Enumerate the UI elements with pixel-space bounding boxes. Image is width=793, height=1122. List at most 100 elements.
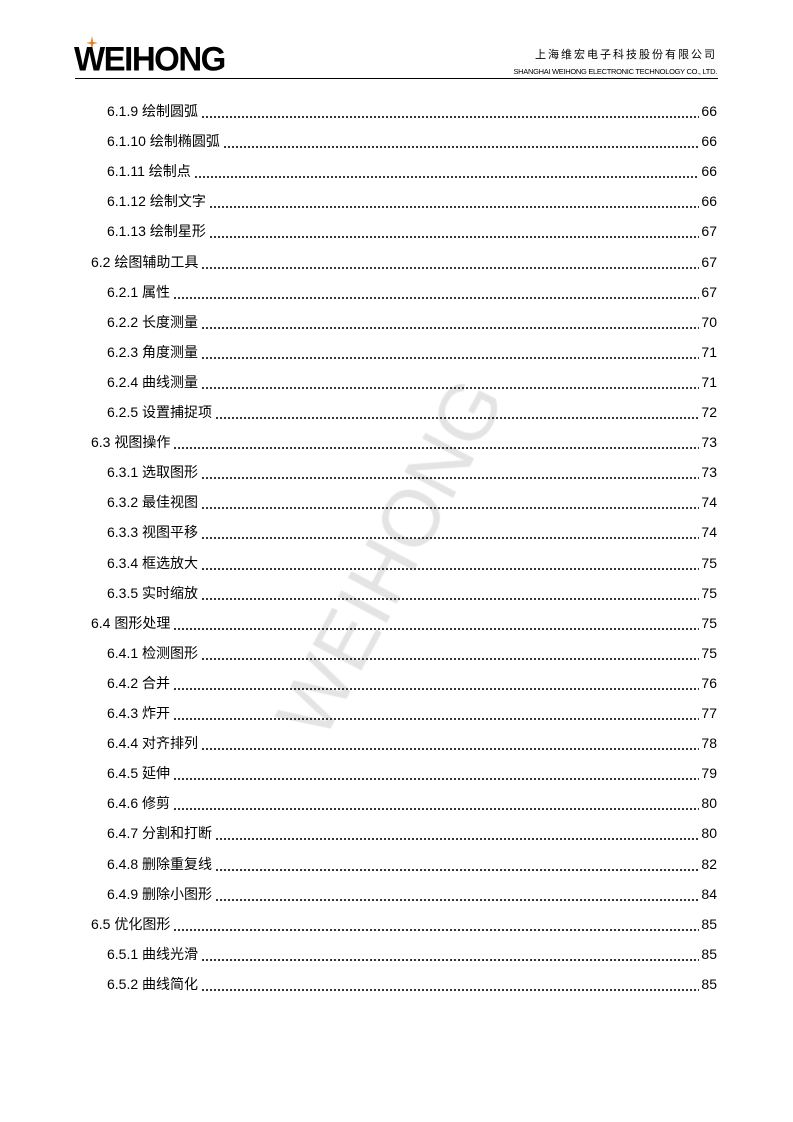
toc-entry[interactable]: 6.1.9 绘制圆弧 66 [107,101,717,121]
toc-entry[interactable]: 6.3.4 框选放大 75 [107,552,717,573]
toc-leader-dots [215,823,700,844]
toc-entry[interactable]: 6.4 图形处理 75 [91,612,717,633]
toc-entry[interactable]: 6.4.9 删除小图形 84 [107,883,717,904]
toc-entry-title: 6.1.10 绘制椭圆弧 [107,133,220,150]
toc-entry-page: 79 [701,765,717,782]
toc-entry[interactable]: 6.3.5 实时缩放 75 [107,582,717,603]
toc-leader-dots [201,462,700,483]
header-divider [75,78,718,79]
toc-leader-dots [201,341,700,362]
toc-leader-dots [173,703,700,723]
toc-leader-dots [201,582,700,603]
toc-entry-title: 6.4.9 删除小图形 [107,885,213,902]
toc-entry[interactable]: 6.1.10 绘制椭圆弧 66 [107,131,717,152]
toc-leader-dots [222,131,700,152]
toc-entry-title: 6.3.5 实时缩放 [107,584,199,601]
toc-entry[interactable]: 6.1.12 绘制文字 66 [107,191,717,212]
toc-entry[interactable]: 6.3.1 选取图形 73 [107,462,717,483]
toc-leader-dots [173,432,700,453]
toc-leader-dots [201,101,700,121]
toc-entry-page: 72 [701,404,717,420]
toc-entry-page: 66 [701,133,717,150]
toc-leader-dots [208,191,700,212]
toc-entry[interactable]: 6.1.13 绘制星形 67 [107,221,717,242]
toc-entry[interactable]: 6.3 视图操作 73 [91,432,717,453]
toc-entry-title: 6.3.4 框选放大 [107,554,199,571]
toc-entry-title: 6.2.2 长度测量 [107,313,199,330]
toc-entry-page: 67 [701,283,717,300]
toc-leader-dots [173,763,700,784]
company-name-cn: 上海维宏电子科技股份有限公司 [535,48,717,61]
toc-entry-page: 74 [701,494,717,511]
toc-entry-title: 6.4.8 删除重复线 [107,855,213,872]
toc-leader-dots [208,221,700,242]
toc-entry-title: 6.4.1 检测图形 [107,644,199,661]
toc-leader-dots [201,522,700,543]
toc-entry[interactable]: 6.2.1 属性 67 [107,281,717,302]
toc-entry-title: 6.4.3 炸开 [107,705,171,721]
toc-entry-title: 6.4.7 分割和打断 [107,825,213,842]
toc-leader-dots [201,552,700,573]
toc-entry-page: 67 [701,223,717,240]
toc-entry-title: 6.4.2 合并 [107,674,171,691]
toc-entry[interactable]: 6.2.3 角度测量 71 [107,341,717,362]
toc-entry-title: 6.4.5 延伸 [107,765,171,782]
toc-entry[interactable]: 6.5.1 曲线光滑 85 [107,943,717,964]
toc-entry[interactable]: 6.4.7 分割和打断 80 [107,823,717,844]
toc-entry-page: 80 [701,825,717,842]
toc-leader-dots [215,853,700,874]
toc-leader-dots [173,612,700,633]
toc-entry-page: 78 [701,735,717,752]
toc-entry-page: 82 [701,855,717,872]
toc-leader-dots [201,642,700,663]
toc-entry[interactable]: 6.4.6 修剪 80 [107,793,717,814]
toc-entry[interactable]: 6.4.4 对齐排列 78 [107,733,717,754]
toc-entry-page: 85 [701,975,717,992]
toc-entry-title: 6.2 绘图辅助工具 [91,253,199,270]
toc-entry[interactable]: 6.4.1 检测图形 75 [107,642,717,663]
toc-entry-title: 6.1.13 绘制星形 [107,223,206,240]
toc-entry-title: 6.3.3 视图平移 [107,524,199,541]
toc-entry[interactable]: 6.3.2 最佳视图 74 [107,492,717,513]
toc-entry-title: 6.2.5 设置捕捉项 [107,404,213,420]
toc-entry[interactable]: 6.4.8 删除重复线 82 [107,853,717,874]
toc-leader-dots [201,251,700,272]
toc-entry-page: 66 [701,103,717,119]
toc-entry-title: 6.3 视图操作 [91,434,171,451]
toc-entry[interactable]: 6.4.5 延伸 79 [107,763,717,784]
toc-entry-title: 6.4 图形处理 [91,614,171,631]
toc-entry-page: 66 [701,163,717,180]
toc-entry[interactable]: 6.2.2 长度测量 70 [107,311,717,332]
toc-entry-title: 6.3.1 选取图形 [107,464,199,481]
toc-entry[interactable]: 6.5 优化图形 85 [91,913,717,934]
toc-entry[interactable]: 6.5.2 曲线简化 85 [107,973,717,994]
toc-entry-title: 6.3.2 最佳视图 [107,494,199,511]
toc-entry-page: 77 [701,705,717,721]
toc-entry-page: 85 [701,945,717,962]
toc-entry[interactable]: 6.4.2 合并 76 [107,672,717,693]
toc-entry-page: 85 [701,915,717,932]
company-name-en: SHANGHAI WEIHONG ELECTRONIC TECHNOLOGY C… [513,67,717,76]
toc-leader-dots [201,733,700,754]
toc-entry[interactable]: 6.2.4 曲线测量 71 [107,371,717,392]
toc-entry[interactable]: 6.3.3 视图平移 74 [107,522,717,543]
toc-entry-title: 6.5.2 曲线简化 [107,975,199,992]
toc-entry-page: 75 [701,644,717,661]
toc-entry-title: 6.1.11 绘制点 [107,163,191,180]
toc-leader-dots [201,311,700,332]
toc-entry[interactable]: 6.1.11 绘制点 66 [107,161,717,182]
toc-leader-dots [193,161,700,182]
toc-entry-title: 6.1.12 绘制文字 [107,193,206,210]
toc-entry-page: 71 [701,373,717,390]
toc-leader-dots [201,371,700,392]
toc-entry-page: 80 [701,795,717,812]
toc-entry[interactable]: 6.2.5 设置捕捉项 72 [107,402,717,422]
toc-leader-dots [201,943,700,964]
toc-entry-page: 73 [701,434,717,451]
toc-entry[interactable]: 6.4.3 炸开 77 [107,703,717,723]
toc-entry[interactable]: 6.2 绘图辅助工具 67 [91,251,717,272]
toc-entry-page: 75 [701,584,717,601]
toc-entry-page: 67 [701,253,717,270]
toc-leader-dots [215,883,700,904]
